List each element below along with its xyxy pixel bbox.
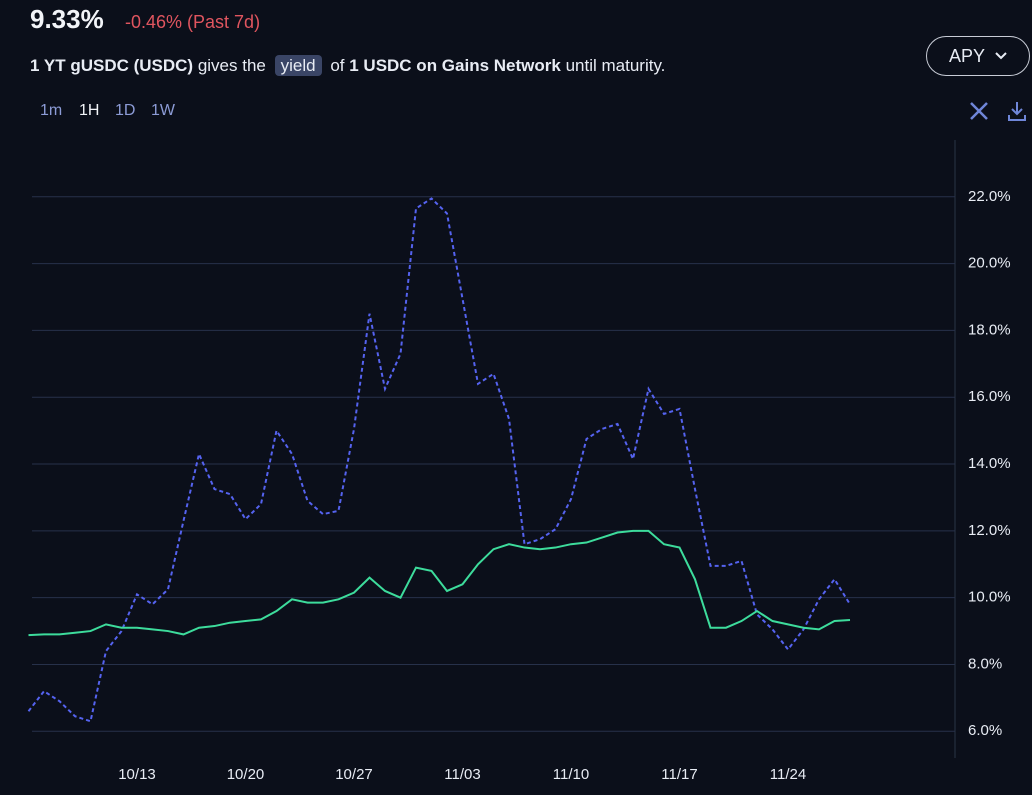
y-tick-label: 12.0% <box>968 522 1011 539</box>
x-tick-label: 11/10 <box>553 766 589 783</box>
y-tick-label: 18.0% <box>968 321 1011 338</box>
y-tick-label: 10.0% <box>968 589 1011 606</box>
x-tick-label: 11/17 <box>661 766 697 783</box>
text: until maturity. <box>565 56 666 75</box>
y-tick-label: 8.0% <box>968 655 1002 672</box>
mode-label: APY <box>948 45 986 66</box>
underlying: 1 USDC on Gains Network <box>349 56 561 75</box>
description: 1 YT gUSDC (USDC) gives the yield of 1 U… <box>30 55 666 76</box>
x-tick-label: 10/20 <box>227 766 265 783</box>
y-tick-label: 22.0% <box>968 188 1011 205</box>
y-tick-label: 20.0% <box>968 255 1011 272</box>
y-tick-label: 14.0% <box>968 455 1011 472</box>
current-value: 9.33% <box>30 4 104 34</box>
tools-icon[interactable] <box>968 100 990 122</box>
interval-button[interactable]: 1W <box>151 102 175 119</box>
interval-button[interactable]: 1H <box>79 102 100 119</box>
x-tick-label: 11/24 <box>770 766 806 783</box>
text: of <box>330 56 345 75</box>
download-icon[interactable] <box>1006 100 1028 122</box>
interval-button[interactable]: 1m <box>40 102 63 119</box>
series-line <box>28 529 851 637</box>
yield-chip: yield <box>274 55 322 76</box>
change: -0.46% (Past 7d) <box>125 12 261 32</box>
asset: 1 YT gUSDC (USDC) <box>30 56 194 75</box>
chevron <box>995 52 1007 60</box>
mode-dropdown[interactable]: APY <box>926 36 1030 76</box>
series-line <box>27 197 851 723</box>
interval-button[interactable]: 1D <box>115 102 136 119</box>
x-tick-label: 11/03 <box>444 766 480 783</box>
y-tick-label: 6.0% <box>968 722 1002 739</box>
y-tick-label: 16.0% <box>968 388 1011 405</box>
x-tick-label: 10/27 <box>335 766 373 783</box>
x-tick-label: 10/13 <box>118 766 156 783</box>
text: gives the <box>197 56 266 75</box>
